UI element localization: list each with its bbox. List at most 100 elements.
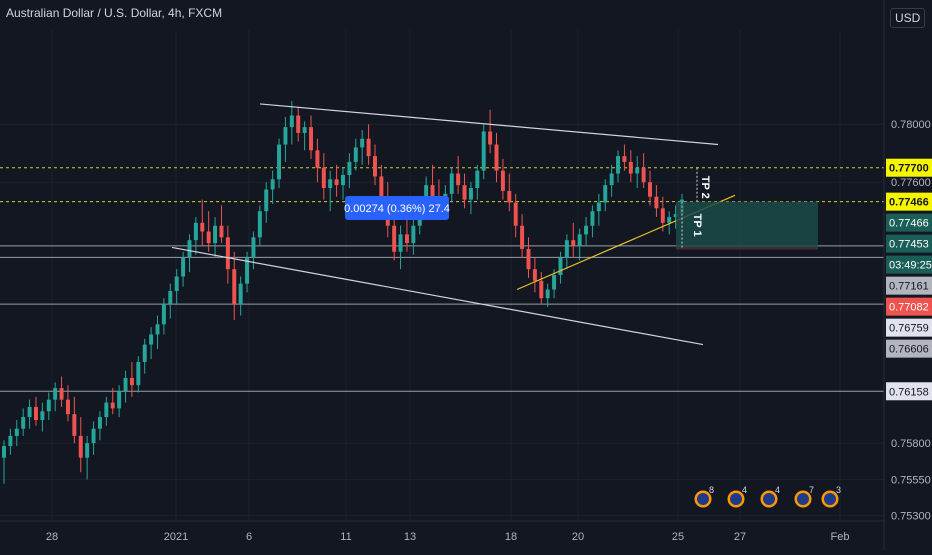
candle[interactable] xyxy=(264,189,269,212)
price-label[interactable] xyxy=(886,234,932,253)
candle[interactable] xyxy=(404,234,409,244)
candle[interactable] xyxy=(635,167,640,174)
candle[interactable] xyxy=(309,127,314,151)
candle[interactable] xyxy=(315,150,320,168)
candle[interactable] xyxy=(59,388,64,400)
candle[interactable] xyxy=(411,225,416,244)
candle[interactable] xyxy=(97,417,102,429)
candle[interactable] xyxy=(500,170,505,191)
candle[interactable] xyxy=(321,167,326,189)
candle[interactable] xyxy=(667,217,672,223)
candle[interactable] xyxy=(456,173,461,186)
candle[interactable] xyxy=(53,388,58,400)
candle[interactable] xyxy=(46,399,51,412)
candle[interactable] xyxy=(341,174,345,186)
candle[interactable] xyxy=(398,234,403,252)
candle[interactable] xyxy=(488,131,493,145)
candle[interactable] xyxy=(526,248,531,270)
candle[interactable] xyxy=(609,173,614,186)
candle[interactable] xyxy=(104,402,109,418)
candle[interactable] xyxy=(520,225,525,249)
candle[interactable] xyxy=(347,161,352,175)
candle[interactable] xyxy=(129,377,134,386)
candle[interactable] xyxy=(334,179,339,186)
measure-tooltip[interactable] xyxy=(345,196,449,220)
candle[interactable] xyxy=(296,115,301,133)
candle[interactable] xyxy=(206,231,211,244)
candle[interactable] xyxy=(660,208,665,223)
candle[interactable] xyxy=(40,411,45,420)
candle[interactable] xyxy=(571,240,576,247)
take-profit-zone[interactable] xyxy=(676,201,818,248)
candle[interactable] xyxy=(2,446,6,458)
price-label[interactable] xyxy=(886,318,932,337)
candle[interactable] xyxy=(289,115,294,128)
candle[interactable] xyxy=(584,225,589,235)
candle[interactable] xyxy=(532,269,537,281)
candle[interactable] xyxy=(328,179,333,189)
candle[interactable] xyxy=(117,390,122,409)
candle[interactable] xyxy=(270,179,275,190)
price-label[interactable] xyxy=(886,339,932,358)
candle[interactable] xyxy=(78,435,83,458)
candle[interactable] xyxy=(232,269,237,304)
candle[interactable] xyxy=(161,303,166,325)
candle[interactable] xyxy=(110,402,115,409)
candle[interactable] xyxy=(366,138,371,157)
candle[interactable] xyxy=(65,399,70,415)
candle[interactable] xyxy=(462,185,467,200)
candle[interactable] xyxy=(181,257,186,277)
candle[interactable] xyxy=(641,167,646,183)
stop-loss-zone[interactable] xyxy=(676,247,818,250)
candle[interactable] xyxy=(424,185,429,203)
candle[interactable] xyxy=(392,225,397,252)
candle[interactable] xyxy=(142,344,147,362)
candle[interactable] xyxy=(193,222,198,241)
candle[interactable] xyxy=(149,334,154,345)
candle[interactable] xyxy=(238,283,243,304)
candle[interactable] xyxy=(251,237,256,258)
price-label[interactable] xyxy=(886,255,932,274)
candle[interactable] xyxy=(507,190,512,203)
candle[interactable] xyxy=(468,188,473,200)
candle[interactable] xyxy=(430,185,435,197)
candle[interactable] xyxy=(123,377,128,391)
candle[interactable] xyxy=(513,202,518,226)
candle[interactable] xyxy=(168,290,173,304)
candle[interactable] xyxy=(539,280,544,299)
candle[interactable] xyxy=(577,234,582,247)
price-label[interactable] xyxy=(886,213,932,232)
candle[interactable] xyxy=(33,406,38,420)
candle[interactable] xyxy=(552,275,557,290)
candle[interactable] xyxy=(379,176,384,197)
symbol-title[interactable]: Australian Dollar / U.S. Dollar, 4h, FXC… xyxy=(6,6,223,20)
candle[interactable] xyxy=(187,240,192,258)
candle[interactable] xyxy=(545,289,550,299)
candle[interactable] xyxy=(603,185,608,203)
candle[interactable] xyxy=(85,443,90,458)
candle[interactable] xyxy=(14,428,19,436)
price-label[interactable] xyxy=(886,382,932,401)
candle[interactable] xyxy=(213,225,218,244)
candle[interactable] xyxy=(494,144,499,171)
candle[interactable] xyxy=(596,202,601,212)
price-label[interactable] xyxy=(886,297,932,316)
candle[interactable] xyxy=(449,173,454,194)
candle[interactable] xyxy=(302,127,307,133)
candle[interactable] xyxy=(27,406,32,418)
candle[interactable] xyxy=(360,138,365,148)
candle[interactable] xyxy=(283,127,288,145)
candle[interactable] xyxy=(225,237,230,270)
candle[interactable] xyxy=(564,240,569,258)
candle[interactable] xyxy=(8,435,13,447)
candle[interactable] xyxy=(200,222,205,232)
candle[interactable] xyxy=(155,324,160,335)
price-label[interactable] xyxy=(886,192,932,211)
channel-trendline[interactable] xyxy=(171,246,704,346)
candle[interactable] xyxy=(475,170,480,189)
candle[interactable] xyxy=(372,156,377,177)
price-label[interactable] xyxy=(886,276,932,295)
candle[interactable] xyxy=(174,276,179,291)
